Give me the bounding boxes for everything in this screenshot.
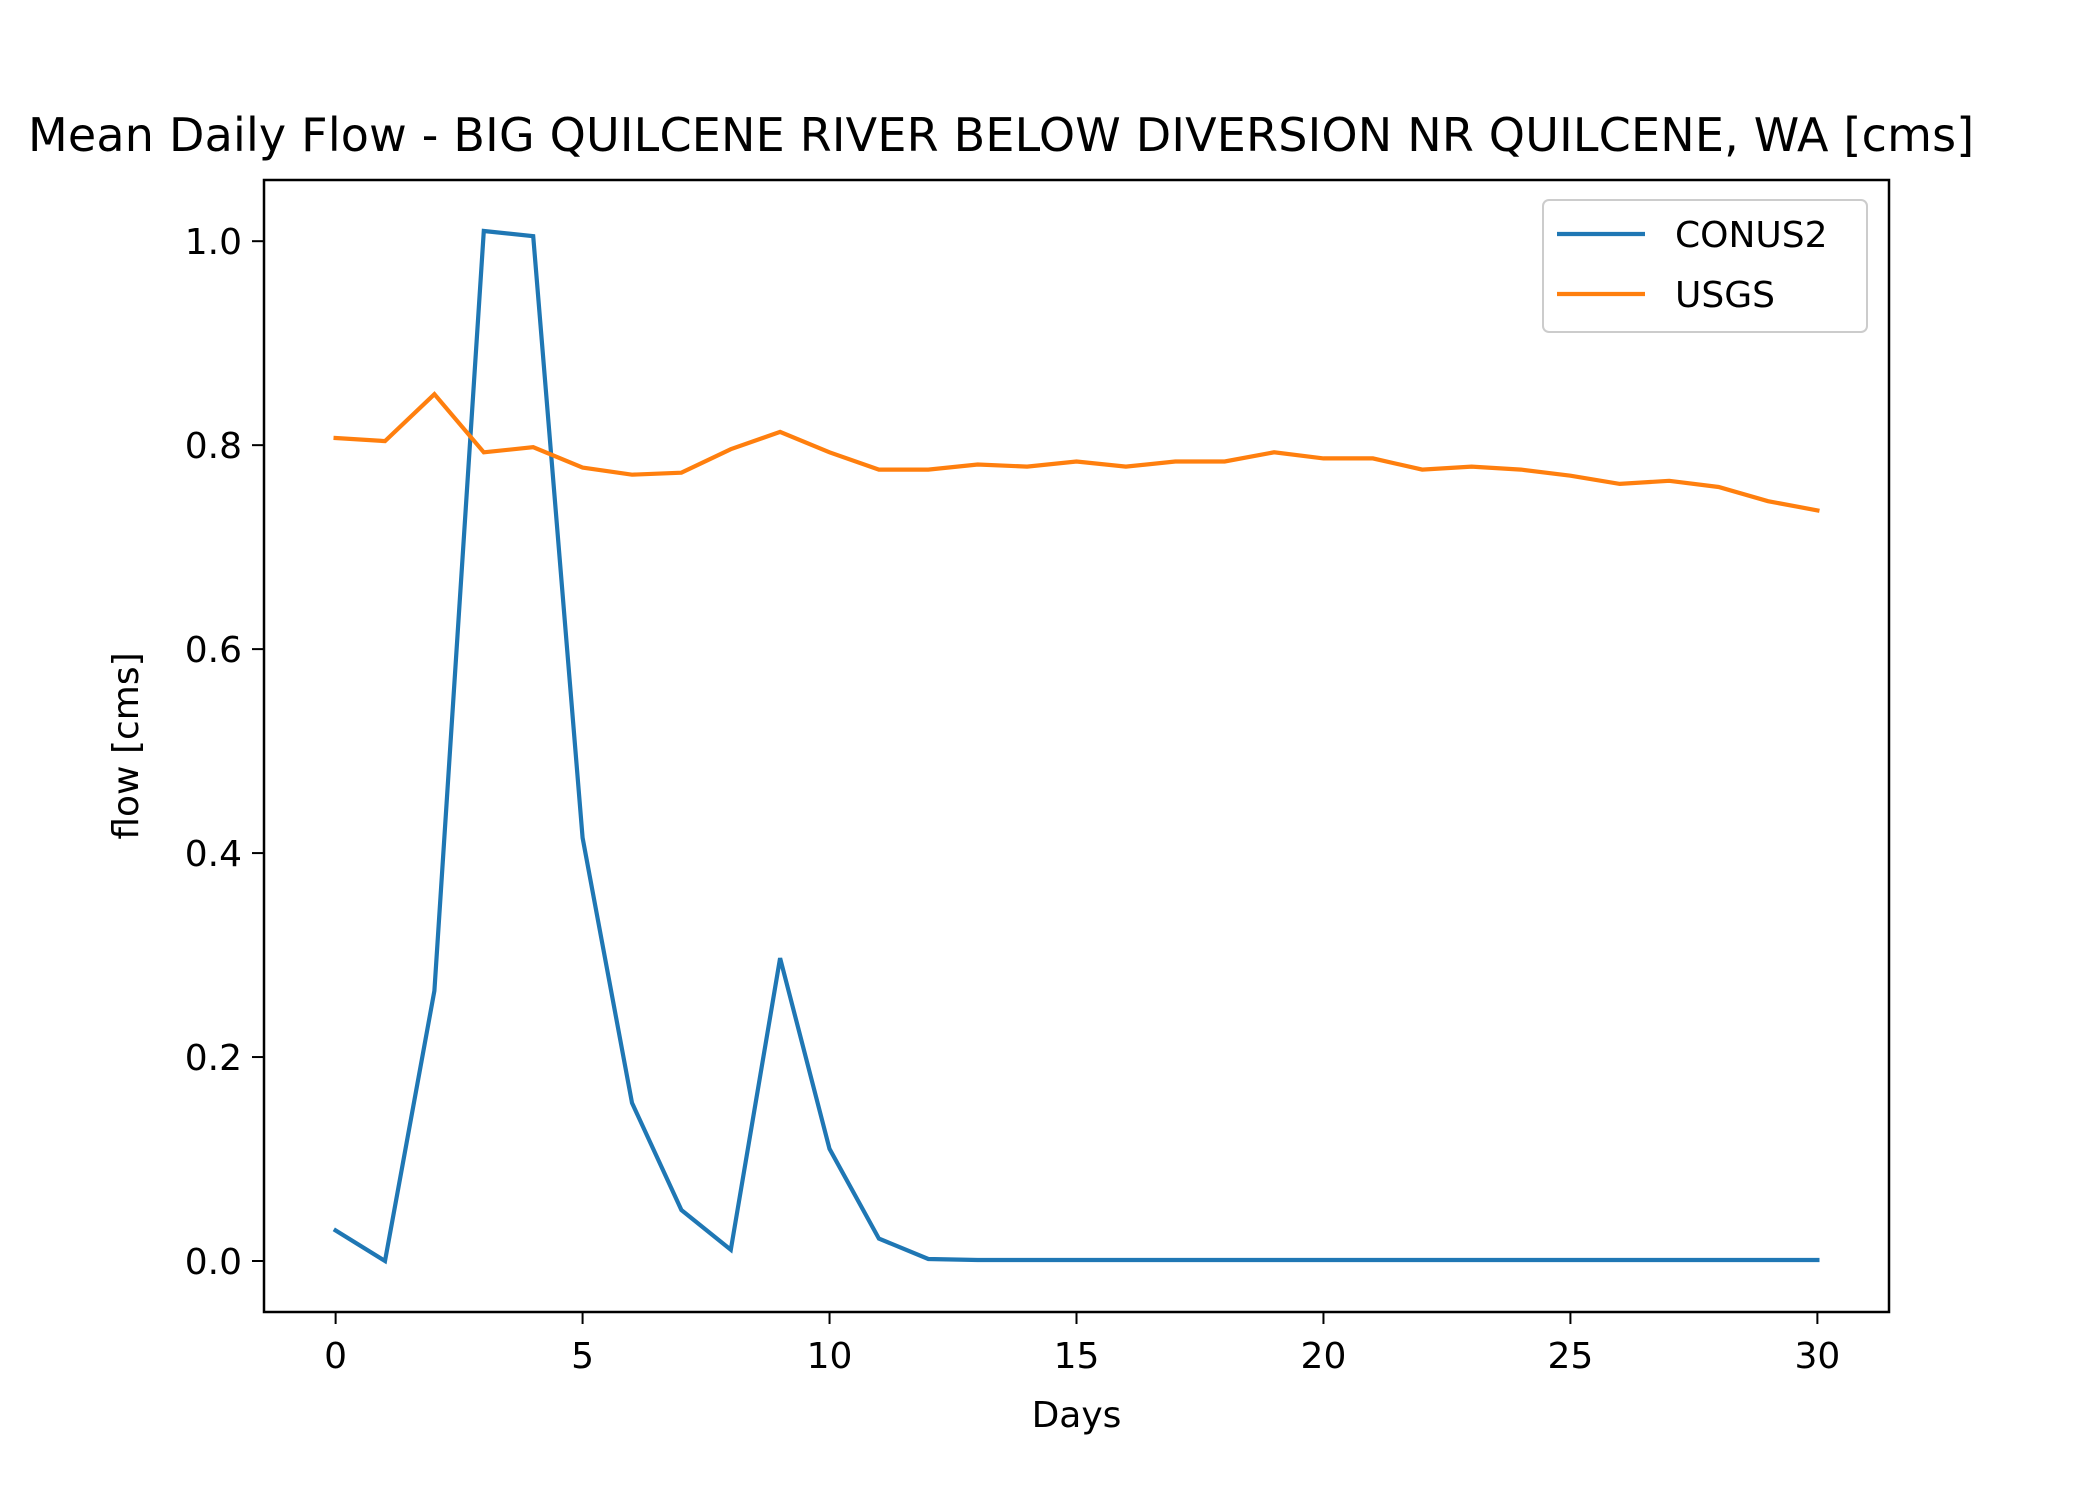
y-tick-label: 1.0 (185, 222, 242, 263)
y-tick-label: 0.6 (185, 630, 242, 671)
legend-label-usgs: USGS (1675, 275, 1775, 316)
x-tick-label: 5 (571, 1336, 594, 1377)
plot-frame (262, 178, 1891, 1314)
x-axis: 0 5 10 15 20 25 30 (324, 1312, 1840, 1377)
series-line-conus2 (332, 228, 1820, 1265)
x-tick-label: 25 (1548, 1336, 1594, 1377)
x-tick-label: 15 (1054, 1336, 1100, 1377)
legend-label-conus2: CONUS2 (1675, 215, 1828, 256)
x-axis-label: Days (1032, 1395, 1122, 1436)
y-tick-label: 0.4 (185, 834, 242, 875)
y-tick-label: 0.8 (185, 426, 242, 467)
x-tick-label: 0 (324, 1336, 347, 1377)
y-axis-label: flow [cms] (106, 652, 147, 839)
series-line-usgs (333, 391, 1820, 513)
legend[interactable]: CONUS2 USGS (1542, 199, 1868, 333)
y-tick-label: 0.0 (185, 1242, 242, 1283)
y-axis: 0.0 0.2 0.4 0.6 0.8 1.0 (185, 222, 264, 1283)
x-tick-label: 20 (1301, 1336, 1347, 1377)
x-tick-label: 30 (1794, 1336, 1840, 1377)
x-tick-label: 10 (807, 1336, 853, 1377)
y-tick-label: 0.2 (185, 1038, 242, 1079)
chart-title: Mean Daily Flow - BIG QUILCENE RIVER BEL… (28, 108, 1975, 162)
